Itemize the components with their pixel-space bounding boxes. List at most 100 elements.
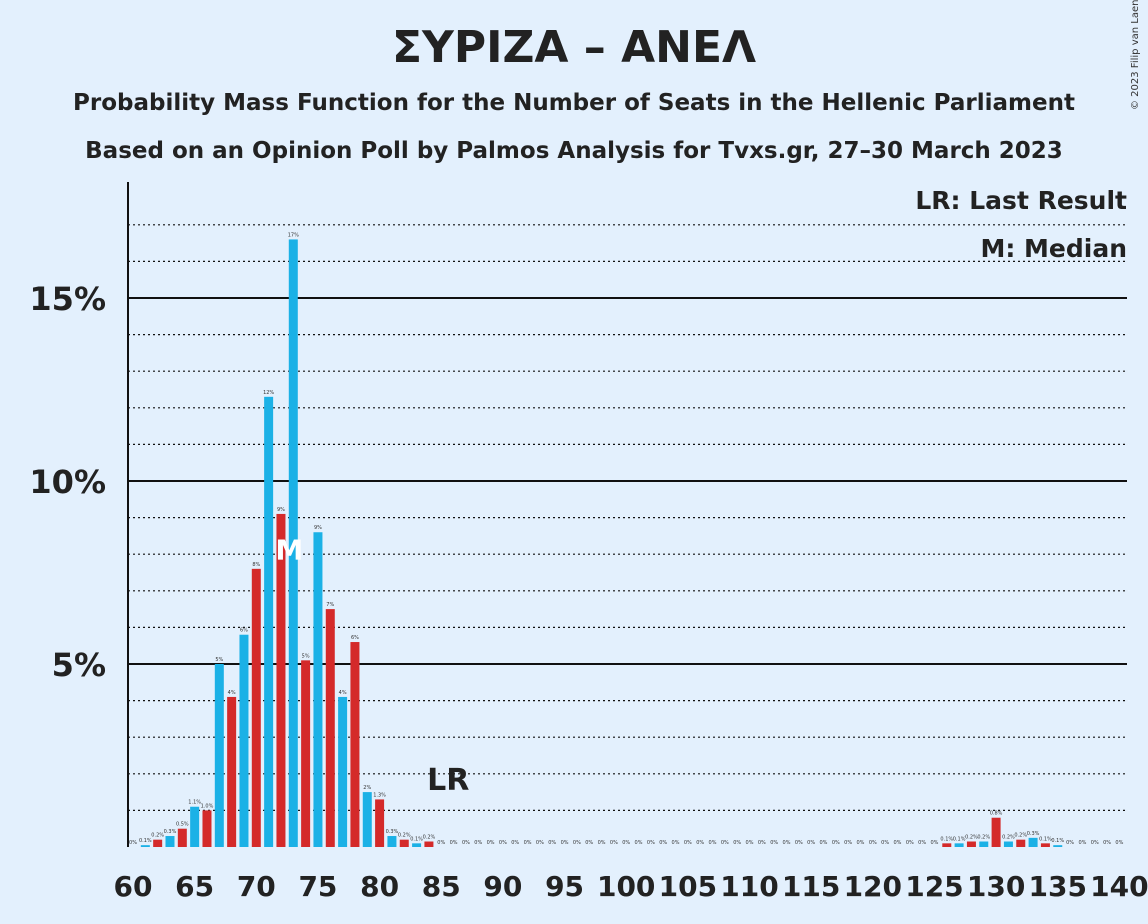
chart-subtitle: Probability Mass Function for the Number…: [73, 90, 1075, 116]
x-tick-label: 115: [782, 870, 840, 903]
x-tick-label: 60: [114, 870, 153, 903]
bar-seat-69: [239, 634, 249, 847]
data-label-seat-97: 0%: [585, 840, 593, 846]
data-label-seat-118: 0%: [844, 840, 852, 846]
data-label-seat-68: 4%: [228, 690, 236, 696]
bar-seat-77: [338, 696, 348, 847]
data-label-seat-109: 0%: [733, 840, 741, 846]
x-tick-label: 125: [905, 870, 963, 903]
data-label-seat-133: 0.3%: [1027, 831, 1040, 837]
data-label-seat-104: 0%: [672, 840, 680, 846]
bar-seat-66: [202, 810, 212, 847]
bar-seat-74: [301, 660, 311, 847]
data-label-seat-139: 0%: [1103, 840, 1111, 846]
bar-seat-131: [1003, 841, 1013, 847]
data-label-seat-84: 0.2%: [423, 835, 436, 841]
data-label-seat-95: 0%: [561, 840, 569, 846]
bar-seat-84: [424, 841, 434, 847]
bar-seat-82: [399, 839, 409, 847]
data-label-seat-111: 0%: [758, 840, 766, 846]
x-tick-label: 85: [422, 870, 461, 903]
data-label-seat-124: 0%: [918, 840, 926, 846]
data-label-seat-129: 0.2%: [977, 835, 990, 841]
data-label-seat-140: 0%: [1115, 840, 1123, 846]
data-label-seat-92: 0%: [524, 840, 532, 846]
y-tick-label: 15%: [29, 280, 106, 318]
bar-seat-132: [1016, 839, 1026, 847]
bar-seat-83: [412, 843, 422, 847]
data-label-seat-74: 5%: [302, 653, 310, 659]
data-label-seat-101: 0%: [635, 840, 643, 846]
data-label-seat-86: 0%: [450, 840, 458, 846]
data-label-seat-100: 0%: [622, 840, 630, 846]
data-label-seat-91: 0%: [511, 840, 519, 846]
bar-seat-68: [227, 696, 237, 847]
data-label-seat-106: 0%: [696, 840, 704, 846]
data-label-seat-90: 0%: [499, 840, 507, 846]
legend-median: M: Median: [980, 234, 1127, 263]
data-label-seat-73: 17%: [288, 232, 299, 238]
bar-seat-61: [140, 845, 150, 847]
data-label-seat-67: 5%: [215, 657, 223, 663]
data-label-seat-83: 0.1%: [410, 836, 423, 842]
chart-subtitle-source: Based on an Opinion Poll by Palmos Analy…: [85, 138, 1063, 164]
data-label-seat-138: 0%: [1091, 840, 1099, 846]
x-tick-label: 80: [360, 870, 399, 903]
data-label-seat-120: 0%: [869, 840, 877, 846]
data-label-seat-127: 0.1%: [953, 836, 966, 842]
data-label-seat-79: 2%: [363, 785, 371, 791]
bar-seat-64: [177, 828, 187, 847]
x-tick-label: 130: [967, 870, 1025, 903]
data-label-seat-72: 9%: [277, 507, 285, 513]
data-label-seat-113: 0%: [783, 840, 791, 846]
data-label-seat-81: 0.3%: [386, 829, 399, 835]
data-label-seat-77: 4%: [339, 690, 347, 696]
bar-seat-135: [1053, 845, 1063, 847]
data-label-seat-137: 0%: [1078, 840, 1086, 846]
x-tick-label: 95: [545, 870, 584, 903]
data-label-seat-122: 0%: [893, 840, 901, 846]
data-label-seat-117: 0%: [832, 840, 840, 846]
data-label-seat-96: 0%: [573, 840, 581, 846]
data-label-seat-119: 0%: [857, 840, 865, 846]
bar-seat-130: [991, 817, 1001, 847]
data-label-seat-112: 0%: [770, 840, 778, 846]
data-label-seat-121: 0%: [881, 840, 889, 846]
data-label-seat-107: 0%: [709, 840, 717, 846]
bars-group: [140, 239, 1063, 847]
data-label-seat-78: 6%: [351, 635, 359, 641]
bar-seat-63: [165, 836, 175, 847]
data-label-seat-64: 0.5%: [176, 822, 189, 828]
data-label-seat-85: 0%: [437, 840, 445, 846]
bar-seat-134: [1040, 843, 1050, 847]
data-label-seat-125: 0%: [930, 840, 938, 846]
bar-seat-76: [325, 609, 335, 847]
data-label-seat-65: 1.1%: [188, 800, 201, 806]
data-label-seat-110: 0%: [746, 840, 754, 846]
x-tick-label: 70: [237, 870, 276, 903]
x-tick-label: 120: [844, 870, 902, 903]
data-label-seat-126: 0.1%: [940, 836, 953, 842]
data-label-seat-66: 1.0%: [201, 803, 214, 809]
bar-seat-81: [387, 836, 397, 847]
axes-group: 5%10%15%60 65 70 75 80 85 90 95 100 105 110 115 120 1…: [29, 182, 1148, 903]
data-label-seat-71: 12%: [263, 390, 274, 396]
bar-seat-67: [214, 664, 224, 847]
data-label-seat-76: 7%: [326, 602, 334, 608]
bar-seat-79: [362, 792, 372, 847]
bar-seat-128: [966, 841, 976, 847]
data-label-seat-102: 0%: [647, 840, 655, 846]
data-label-seat-88: 0%: [474, 840, 482, 846]
data-label-seat-75: 9%: [314, 525, 322, 531]
data-label-seat-135: 0.1%: [1051, 838, 1064, 844]
data-label-seat-105: 0%: [684, 840, 692, 846]
bar-seat-71: [264, 396, 274, 847]
bar-seat-127: [954, 843, 964, 847]
data-label-seat-80: 1.3%: [373, 792, 386, 798]
median-marker: M: [275, 533, 303, 566]
bar-seat-73: [288, 239, 298, 847]
x-tick-label: 75: [298, 870, 337, 903]
x-tick-label: 140: [1090, 870, 1148, 903]
data-label-seat-115: 0%: [807, 840, 815, 846]
